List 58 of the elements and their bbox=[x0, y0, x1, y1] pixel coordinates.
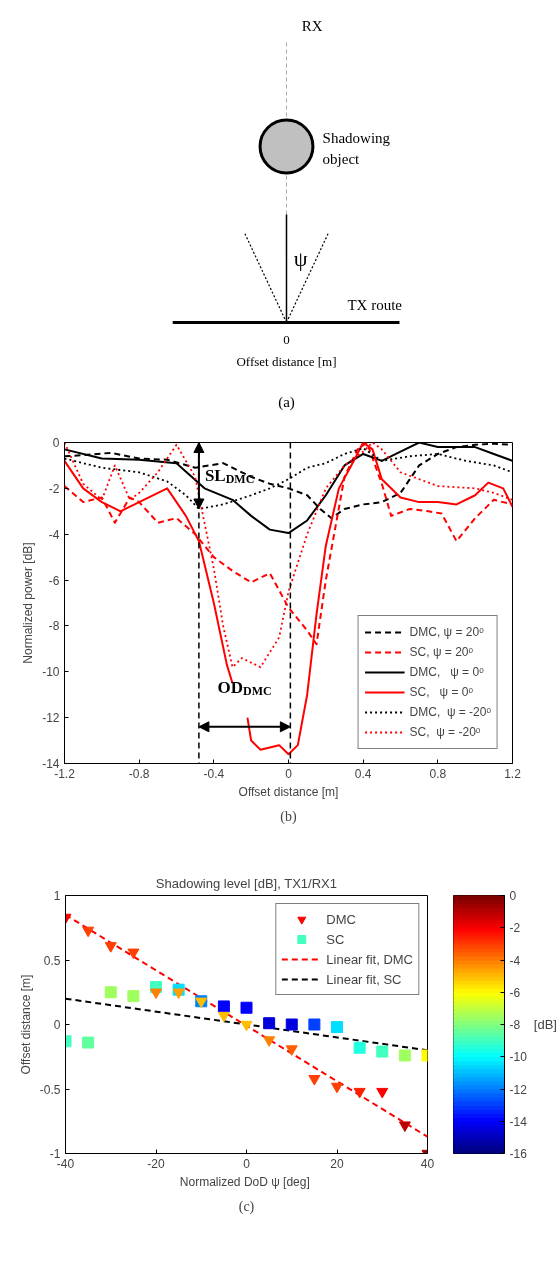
text: (c) bbox=[238, 1198, 255, 1215]
y-axis-title: Offset distance [m] bbox=[18, 974, 33, 1075]
x-tick-label: 0.4 bbox=[354, 766, 372, 781]
x-tick-label: 0.8 bbox=[429, 766, 447, 781]
y-tick-label: 0 bbox=[52, 436, 60, 450]
text: Offset distance [m] bbox=[236, 354, 337, 369]
legend-label: SC bbox=[326, 931, 346, 947]
legend-label: SC, ψ = 0ᵒ bbox=[409, 685, 474, 699]
y-tick-label: -6 bbox=[48, 573, 60, 588]
color-bar-label: -12 bbox=[509, 1082, 528, 1097]
y-tick-label: -0.5 bbox=[39, 1082, 61, 1097]
y-tick-label: -12 bbox=[42, 711, 60, 726]
text: 0 bbox=[283, 331, 290, 347]
x-tick-label: 0 bbox=[243, 1156, 251, 1171]
annotation: SLDMC bbox=[204, 466, 255, 486]
annotation: ODDMC bbox=[217, 678, 272, 698]
color-bar-label: -2 bbox=[509, 921, 521, 936]
color-bar-label: -6 bbox=[509, 985, 521, 1000]
legend-label: SC, ψ = -20ᵒ bbox=[409, 725, 481, 739]
text: Shadowing object bbox=[322, 130, 391, 167]
color-bar-title: [dB] bbox=[533, 1017, 557, 1032]
legend-label: SC, ψ = 20ᵒ bbox=[409, 645, 474, 659]
x-tick-label: 0 bbox=[285, 766, 293, 781]
legend-label: Linear fit, SC bbox=[326, 971, 402, 987]
legend-label: DMC, ψ = 20ᵒ bbox=[409, 625, 484, 639]
color-bar-label: -10 bbox=[509, 1050, 528, 1065]
x-tick-label: 40 bbox=[420, 1156, 435, 1171]
color-bar-label: -8 bbox=[509, 1018, 521, 1032]
y-tick-label: 0 bbox=[53, 1018, 61, 1032]
y-tick-label: -4 bbox=[48, 527, 60, 542]
x-tick-label: 1.2 bbox=[504, 766, 522, 781]
y-axis-title: Normalized power [dB] bbox=[21, 542, 36, 664]
color-bar-label: -16 bbox=[509, 1147, 528, 1161]
y-tick-label: 1 bbox=[53, 889, 61, 903]
x-axis-title: Offset distance [m] bbox=[238, 784, 339, 799]
chart-title: Shadowing level [dB], TX1/RX1 bbox=[155, 875, 337, 891]
color-bar-label: -4 bbox=[509, 953, 521, 968]
text: RX bbox=[301, 17, 323, 34]
text: (b) bbox=[280, 808, 297, 825]
legend-label: DMC bbox=[326, 911, 356, 927]
x-tick-label: -0.4 bbox=[203, 766, 225, 781]
text: ψ bbox=[293, 246, 308, 271]
x-tick-label: -0.8 bbox=[128, 766, 150, 781]
color-bar-label: -14 bbox=[509, 1114, 528, 1129]
y-tick-label: -2 bbox=[48, 481, 60, 496]
y-tick-label: -10 bbox=[42, 665, 60, 680]
y-tick-label: -8 bbox=[48, 619, 60, 634]
text: (a) bbox=[278, 393, 295, 411]
color-bar-label: 0 bbox=[509, 889, 517, 903]
legend-label: DMC, ψ = 0ᵒ bbox=[409, 665, 484, 679]
x-axis-title: Normalized DoD ψ [deg] bbox=[179, 1174, 310, 1189]
text: TX route bbox=[347, 296, 403, 313]
x-tick-label: -20 bbox=[147, 1156, 165, 1171]
y-tick-label: 0.5 bbox=[43, 953, 61, 968]
x-tick-label: 20 bbox=[330, 1156, 344, 1171]
y-tick-label: -1 bbox=[49, 1147, 61, 1161]
legend-label: DMC, ψ = -20ᵒ bbox=[409, 705, 491, 719]
legend-label: Linear fit, DMC bbox=[326, 951, 413, 967]
